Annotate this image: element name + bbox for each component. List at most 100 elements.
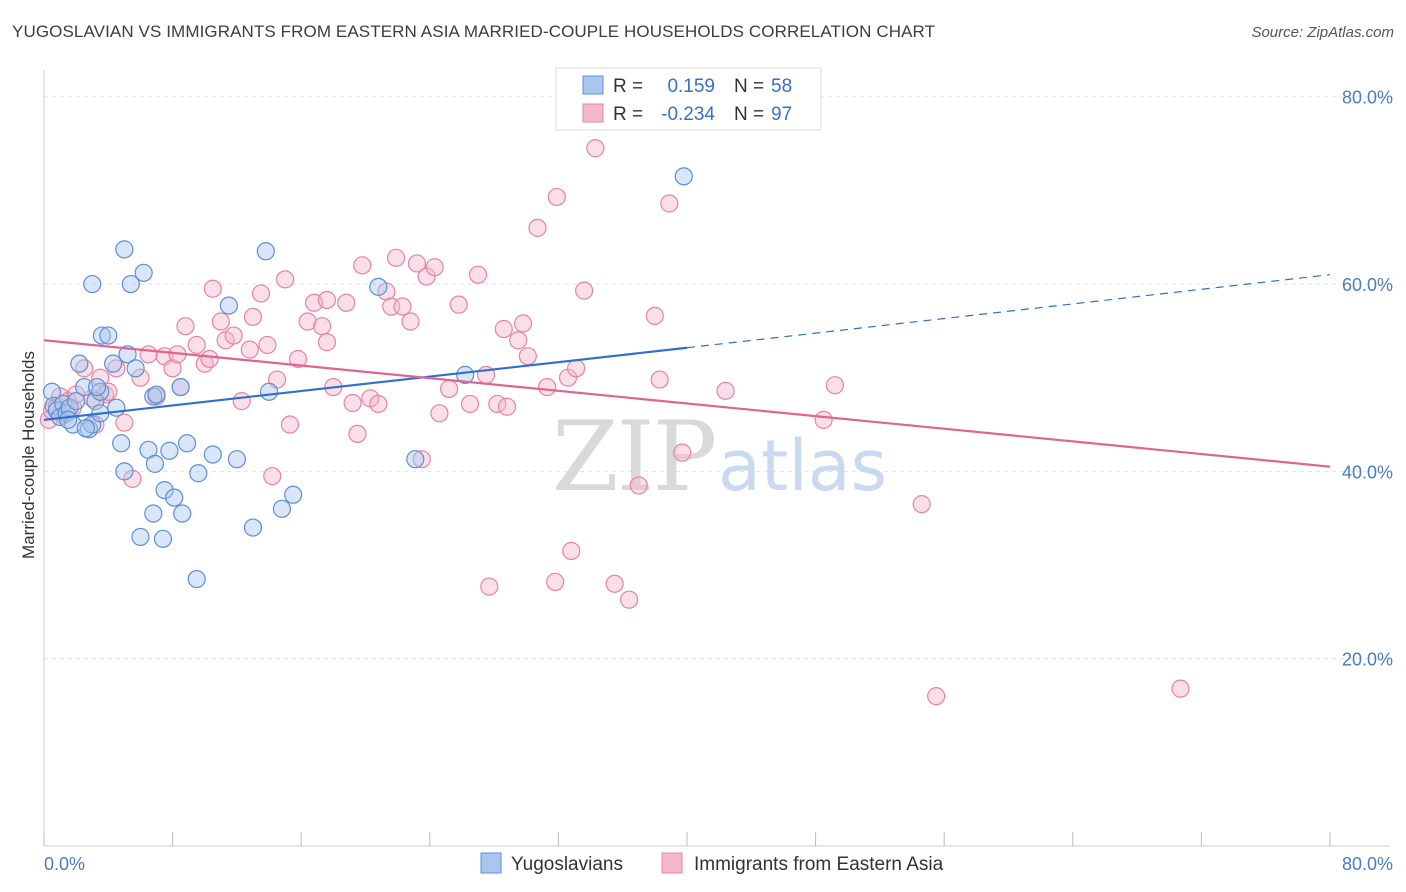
data-point-immigrants-eastern-asia	[276, 270, 295, 289]
data-point-yugoslavians	[272, 499, 292, 518]
data-point-yugoslavians	[155, 480, 174, 500]
data-point-immigrants-eastern-asia	[343, 393, 362, 413]
data-point-yugoslavians	[87, 377, 107, 397]
data-point-yugoslavians	[187, 569, 206, 589]
data-point-immigrants-eastern-asia	[528, 218, 547, 237]
data-point-immigrants-eastern-asia	[337, 293, 356, 312]
data-point-immigrants-eastern-asia	[620, 590, 639, 609]
data-point-immigrants-eastern-asia	[393, 297, 412, 316]
data-point-yugoslavians	[369, 277, 388, 296]
data-point-yugoslavians	[99, 326, 118, 345]
data-point-immigrants-eastern-asia	[243, 307, 263, 326]
data-point-immigrants-eastern-asia	[176, 317, 195, 336]
series-legend-swatch-yugoslavians	[480, 852, 502, 874]
data-point-yugoslavians	[284, 485, 303, 504]
data-point-immigrants-eastern-asia	[449, 295, 468, 314]
data-point-immigrants-eastern-asia	[369, 394, 388, 414]
data-point-immigrants-eastern-asia	[258, 335, 277, 355]
trend-line-yugoslavians-extension	[686, 274, 1331, 349]
data-point-immigrants-eastern-asia	[605, 574, 624, 593]
data-point-immigrants-eastern-asia	[468, 265, 488, 284]
series-legend: Yugoslavians Immigrants from Eastern Asi…	[480, 852, 944, 875]
data-point-yugoslavians	[126, 359, 145, 378]
data-point-immigrants-eastern-asia	[575, 281, 594, 300]
data-point-yugoslavians	[118, 345, 137, 364]
data-point-yugoslavians	[219, 296, 238, 315]
data-point-immigrants-eastern-asia	[513, 314, 533, 333]
data-point-yugoslavians	[107, 398, 126, 417]
data-point-yugoslavians	[177, 434, 197, 453]
legend-r-label-2: R =	[613, 104, 643, 125]
trend-lines	[43, 274, 1331, 468]
data-point-yugoslavians	[456, 365, 475, 384]
data-point-immigrants-eastern-asia	[814, 410, 833, 429]
data-point-yugoslavians	[259, 382, 279, 401]
data-point-yugoslavians	[189, 464, 208, 483]
data-point-immigrants-eastern-asia	[480, 577, 499, 596]
data-point-immigrants-eastern-asia	[312, 317, 332, 336]
y-tick-label: 20.0%	[1342, 650, 1393, 670]
data-point-immigrants-eastern-asia	[224, 326, 243, 345]
data-point-immigrants-eastern-asia	[1171, 679, 1190, 698]
data-point-immigrants-eastern-asia	[439, 379, 459, 399]
data-point-immigrants-eastern-asia	[353, 256, 372, 275]
data-point-immigrants-eastern-asia	[497, 397, 517, 416]
data-point-yugoslavians	[70, 354, 89, 373]
data-point-yugoslavians	[115, 462, 134, 481]
source-credit: Source: ZipAtlas.com	[1251, 24, 1394, 41]
data-point-yugoslavians	[256, 242, 275, 261]
data-point-immigrants-eastern-asia	[825, 376, 844, 395]
data-point-yugoslavians	[67, 392, 86, 411]
data-point-immigrants-eastern-asia	[650, 370, 669, 389]
data-point-yugoslavians	[153, 529, 173, 548]
data-point-yugoslavians	[42, 382, 62, 401]
legend-r-value-2: -0.234	[661, 104, 715, 125]
stats-legend: R = 0.159 N = 58 R = -0.234 N = 97	[555, 67, 822, 131]
y-axis-tick-labels: 20.0% 40.0% 60.0% 80.0%	[1342, 88, 1393, 670]
data-point-immigrants-eastern-asia	[460, 394, 480, 414]
data-point-immigrants-eastern-asia	[509, 331, 528, 350]
data-point-immigrants-eastern-asia	[251, 284, 271, 303]
data-point-immigrants-eastern-asia	[673, 443, 692, 462]
data-point-immigrants-eastern-asia	[163, 359, 182, 378]
data-point-yugoslavians	[76, 419, 95, 438]
data-point-immigrants-eastern-asia	[211, 312, 230, 331]
x-tick-label-max: 80.0%	[1342, 854, 1393, 874]
watermark-zip: ZIP	[552, 401, 715, 513]
grid-lines	[44, 96, 1390, 660]
data-point-immigrants-eastern-asia	[280, 415, 300, 434]
data-point-immigrants-eastern-asia	[317, 333, 337, 352]
data-point-yugoslavians	[165, 488, 184, 507]
data-point-immigrants-eastern-asia	[200, 349, 219, 369]
data-point-yugoslavians	[147, 385, 166, 404]
data-point-yugoslavians	[134, 263, 153, 282]
data-point-immigrants-eastern-asia	[538, 377, 557, 397]
legend-swatch-blue	[582, 75, 604, 95]
data-point-immigrants-eastern-asia	[203, 279, 222, 298]
legend-r-label-1: R =	[613, 76, 643, 97]
data-point-yugoslavians	[92, 326, 111, 345]
data-point-yugoslavians	[243, 518, 263, 537]
chart-title: YUGOSLAVIAN VS IMMIGRANTS FROM EASTERN A…	[12, 22, 936, 41]
y-tick-label: 60.0%	[1342, 275, 1393, 295]
data-point-immigrants-eastern-asia	[348, 424, 367, 444]
data-point-yugoslavians	[83, 274, 102, 294]
watermark-atlas: atlas	[718, 425, 887, 507]
legend-r-value-1: 0.159	[667, 76, 715, 97]
data-point-immigrants-eastern-asia	[912, 495, 931, 514]
data-point-immigrants-eastern-asia	[430, 404, 449, 423]
data-point-yugoslavians	[145, 454, 165, 473]
data-point-yugoslavians	[203, 445, 222, 464]
data-point-immigrants-eastern-asia	[716, 381, 735, 400]
data-point-immigrants-eastern-asia	[407, 254, 427, 273]
x-axis-ticks	[43, 832, 1331, 846]
y-tick-label: 80.0%	[1342, 88, 1393, 108]
y-axis-label: Married-couple Households	[19, 351, 38, 559]
data-point-immigrants-eastern-asia	[494, 319, 513, 339]
data-point-yugoslavians	[160, 441, 179, 460]
data-point-yugoslavians	[674, 167, 693, 186]
data-point-immigrants-eastern-asia	[115, 413, 134, 432]
data-point-immigrants-eastern-asia	[546, 572, 565, 591]
data-point-immigrants-eastern-asia	[288, 349, 308, 369]
data-point-immigrants-eastern-asia	[263, 466, 282, 486]
